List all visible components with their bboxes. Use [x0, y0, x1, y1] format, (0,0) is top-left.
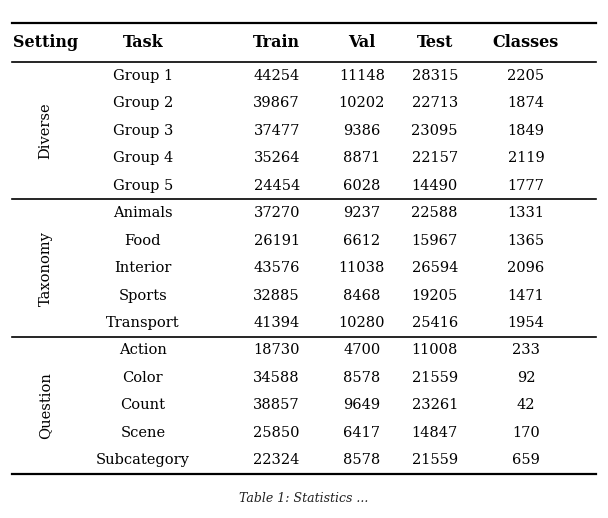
Text: Val: Val	[348, 34, 375, 51]
Text: 43576: 43576	[254, 261, 300, 275]
Text: 8871: 8871	[343, 151, 381, 165]
Text: 32885: 32885	[254, 289, 300, 303]
Text: 44254: 44254	[254, 69, 300, 83]
Text: 1777: 1777	[508, 179, 544, 193]
Text: 1849: 1849	[508, 124, 544, 138]
Text: 35264: 35264	[254, 151, 300, 165]
Text: 21559: 21559	[412, 453, 458, 467]
Text: 4700: 4700	[343, 343, 381, 357]
Text: 92: 92	[517, 371, 535, 385]
Text: 9237: 9237	[343, 206, 381, 220]
Text: 2205: 2205	[507, 69, 545, 83]
Text: Task: Task	[123, 34, 163, 51]
Text: Scene: Scene	[120, 426, 165, 440]
Text: 14847: 14847	[412, 426, 458, 440]
Text: Count: Count	[120, 398, 165, 412]
Text: 9386: 9386	[343, 124, 381, 138]
Text: 22324: 22324	[254, 453, 300, 467]
Text: 6417: 6417	[344, 426, 380, 440]
Text: Group 1: Group 1	[113, 69, 173, 83]
Text: Transport: Transport	[106, 316, 180, 330]
Text: Action: Action	[119, 343, 167, 357]
Text: 21559: 21559	[412, 371, 458, 385]
Text: 11038: 11038	[339, 261, 385, 275]
Text: 10202: 10202	[339, 96, 385, 110]
Text: Subcategory: Subcategory	[96, 453, 190, 467]
Text: 39867: 39867	[254, 96, 300, 110]
Text: 8578: 8578	[343, 371, 381, 385]
Text: 37270: 37270	[254, 206, 300, 220]
Text: 38857: 38857	[254, 398, 300, 412]
Text: 14490: 14490	[412, 179, 458, 193]
Text: Diverse: Diverse	[38, 103, 53, 159]
Text: 23261: 23261	[412, 398, 458, 412]
Text: 1954: 1954	[508, 316, 544, 330]
Text: Sports: Sports	[119, 289, 167, 303]
Text: 2096: 2096	[507, 261, 545, 275]
Text: 6612: 6612	[343, 234, 381, 248]
Text: 22713: 22713	[412, 96, 458, 110]
Text: 659: 659	[512, 453, 540, 467]
Text: Group 4: Group 4	[112, 151, 173, 165]
Text: Color: Color	[123, 371, 163, 385]
Text: Table 1: Statistics ...: Table 1: Statistics ...	[240, 492, 368, 505]
Text: 233: 233	[512, 343, 540, 357]
Text: Question: Question	[38, 372, 53, 439]
Text: 1331: 1331	[508, 206, 544, 220]
Text: 1874: 1874	[508, 96, 544, 110]
Text: 26191: 26191	[254, 234, 300, 248]
Text: 2119: 2119	[508, 151, 544, 165]
Text: 1365: 1365	[507, 234, 545, 248]
Text: 9649: 9649	[343, 398, 381, 412]
Text: 37477: 37477	[254, 124, 300, 138]
Text: Group 5: Group 5	[112, 179, 173, 193]
Text: Group 2: Group 2	[112, 96, 173, 110]
Text: 15967: 15967	[412, 234, 458, 248]
Text: Group 3: Group 3	[112, 124, 173, 138]
Text: 22588: 22588	[412, 206, 458, 220]
Text: Classes: Classes	[493, 34, 559, 51]
Text: 8578: 8578	[343, 453, 381, 467]
Text: Food: Food	[125, 234, 161, 248]
Text: 170: 170	[512, 426, 540, 440]
Text: 1471: 1471	[508, 289, 544, 303]
Text: 18730: 18730	[254, 343, 300, 357]
Text: Interior: Interior	[114, 261, 171, 275]
Text: Setting: Setting	[13, 34, 78, 51]
Text: 25850: 25850	[254, 426, 300, 440]
Text: 42: 42	[517, 398, 535, 412]
Text: 25416: 25416	[412, 316, 458, 330]
Text: Animals: Animals	[113, 206, 173, 220]
Text: 10280: 10280	[339, 316, 385, 330]
Text: 28315: 28315	[412, 69, 458, 83]
Text: 19205: 19205	[412, 289, 458, 303]
Text: 23095: 23095	[412, 124, 458, 138]
Text: 8468: 8468	[343, 289, 381, 303]
Text: Test: Test	[416, 34, 453, 51]
Text: 11008: 11008	[412, 343, 458, 357]
Text: 6028: 6028	[343, 179, 381, 193]
Text: Taxonomy: Taxonomy	[38, 231, 53, 306]
Text: 26594: 26594	[412, 261, 458, 275]
Text: 41394: 41394	[254, 316, 300, 330]
Text: 22157: 22157	[412, 151, 458, 165]
Text: Train: Train	[253, 34, 300, 51]
Text: 24454: 24454	[254, 179, 300, 193]
Text: 34588: 34588	[254, 371, 300, 385]
Text: 11148: 11148	[339, 69, 385, 83]
